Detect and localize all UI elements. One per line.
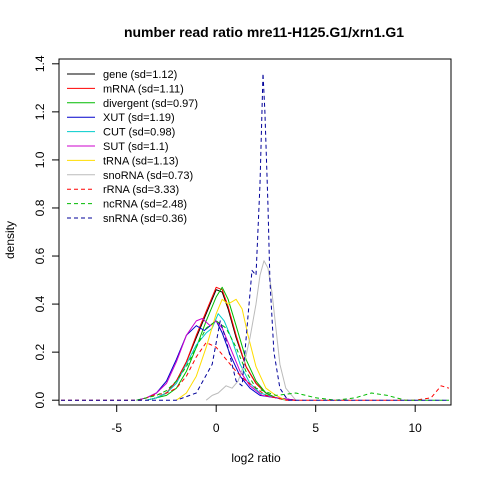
y-tick-label: 1.0: [33, 151, 47, 168]
legend-entry: divergent (sd=0.97): [103, 98, 198, 110]
legend-entry: rRNA (sd=3.33): [103, 184, 179, 196]
series-line: [136, 320, 449, 401]
x-axis: -5 0 5 10: [111, 405, 422, 435]
legend-entry: tRNA (sd=1.13): [103, 155, 179, 167]
y-tick-label: 0.8: [33, 199, 47, 216]
y-axis-label: density: [3, 221, 17, 259]
chart-title: number read ratio mre11-H125.G1/xrn1.G1: [124, 24, 404, 40]
legend-entry: ncRNA (sd=2.48): [103, 199, 187, 211]
x-tick-label: 10: [409, 421, 423, 435]
series-line: [146, 313, 286, 401]
legend-entry: XUT (sd=1.19): [103, 112, 175, 124]
x-tick-label: 0: [213, 421, 220, 435]
series-line: [136, 320, 296, 401]
plot-frame: [58, 58, 452, 406]
y-tick-label: 0.4: [33, 295, 47, 312]
series-line: [146, 286, 286, 401]
series-line: [176, 298, 287, 401]
series-line: [136, 318, 296, 401]
y-tick-label: 0.0: [33, 392, 47, 409]
legend-entry: snoRNA (sd=0.73): [103, 170, 193, 182]
legend: gene (sd=1.12) mRNA (sd=1.11) divergent (s…: [67, 69, 198, 225]
x-axis-label: log2 ratio: [231, 451, 281, 465]
series-line: [61, 72, 449, 401]
y-tick-label: 0.2: [33, 343, 47, 360]
legend-entry: gene (sd=1.12): [103, 69, 177, 81]
x-tick-label: -5: [111, 421, 122, 435]
x-tick-label: 5: [312, 421, 319, 435]
series-line: [146, 286, 296, 401]
legend-entry: CUT (sd=0.98): [103, 127, 175, 139]
y-tick-label: 1.2: [33, 103, 47, 120]
y-tick-label: 1.4: [33, 55, 47, 72]
series-layer: [61, 72, 450, 401]
y-tick-label: 0.6: [33, 247, 47, 264]
legend-entry: snRNA (sd=0.36): [103, 213, 187, 225]
legend-entry: mRNA (sd=1.11): [103, 83, 184, 95]
y-axis: 0.0 0.2 0.4 0.6 0.8 1.0 1.2 1.4: [33, 55, 59, 409]
legend-entry: SUT (sd=1.1): [103, 141, 169, 153]
series-line: [205, 260, 297, 401]
